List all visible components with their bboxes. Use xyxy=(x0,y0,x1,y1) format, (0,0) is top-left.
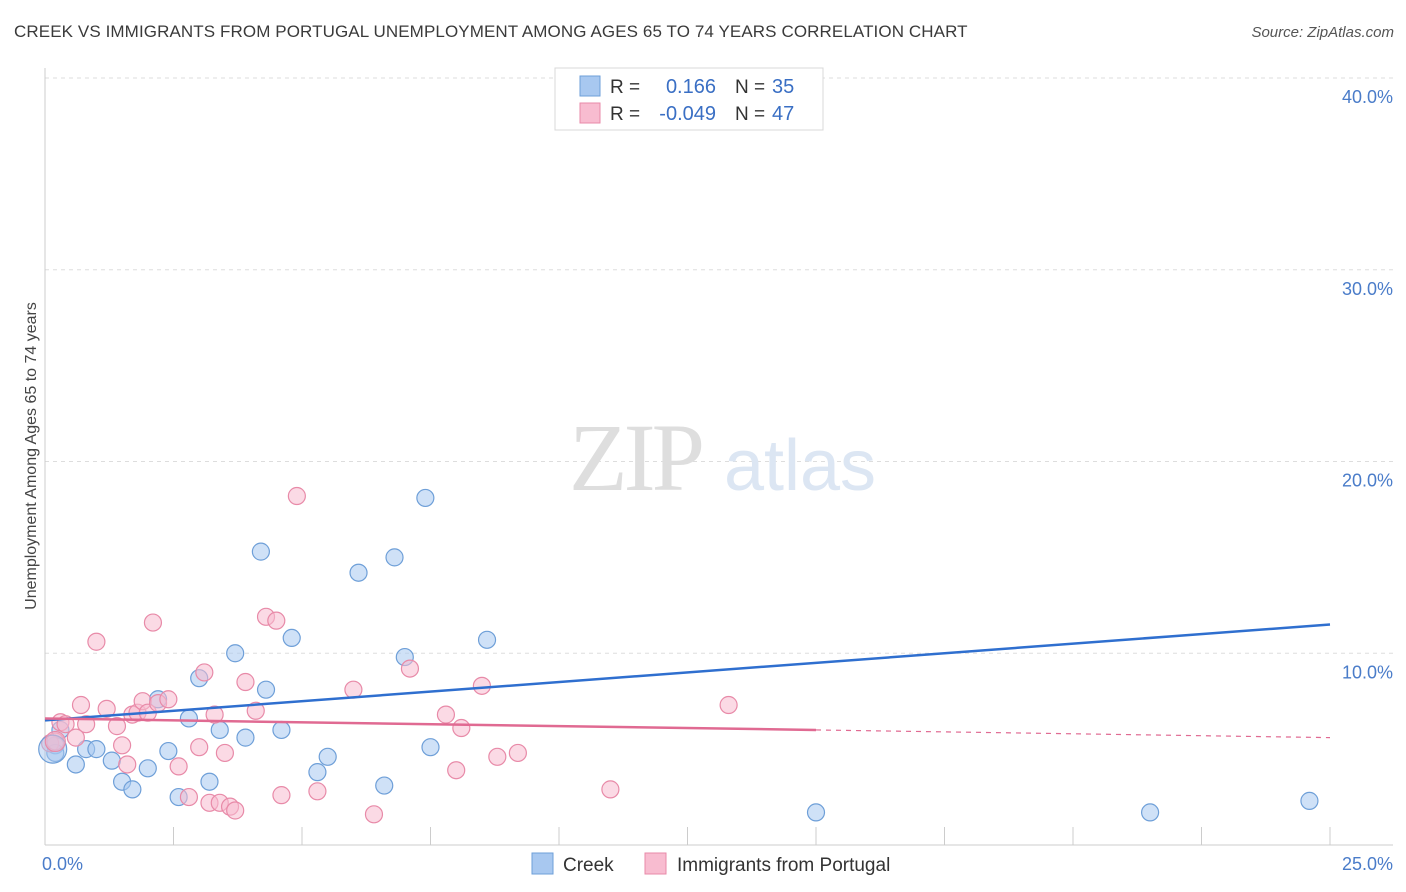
point-s0-23 xyxy=(308,763,327,782)
y-axis-label: Unemployment Among Ages 65 to 74 years xyxy=(23,302,40,610)
point-s1-44 xyxy=(508,743,527,763)
stats-n-label-creek: N = xyxy=(735,77,765,98)
point-s1-11 xyxy=(118,755,137,774)
stats-legend: R = 0.166 N = 35 R = -0.049 N = 47 xyxy=(554,67,824,131)
point-s0-33 xyxy=(1140,803,1160,822)
stats-r-label-creek: R = xyxy=(610,77,640,98)
point-s1-46 xyxy=(719,695,738,715)
point-s0-8 xyxy=(123,780,142,799)
stats-n-value-portugal: 47 xyxy=(772,103,794,125)
point-s0-6 xyxy=(102,751,121,770)
point-s0-13 xyxy=(179,709,199,728)
point-s1-38 xyxy=(400,659,420,678)
stats-r-value-portugal: -0.049 xyxy=(659,103,716,125)
legend-label-creek: Creek xyxy=(563,855,614,876)
axes xyxy=(44,68,1393,846)
y-tick-label-1: 20.0% xyxy=(1342,471,1393,491)
series-legend: Creek Immigrants from Portugal xyxy=(531,852,890,876)
y-tick-label-0: 10.0% xyxy=(1342,662,1393,682)
point-s1-22 xyxy=(195,663,214,682)
point-s1-41 xyxy=(452,718,471,738)
point-s0-18 xyxy=(236,728,255,747)
source-label: Source: ZipAtlas.com xyxy=(1251,24,1394,41)
point-s1-5 xyxy=(71,695,91,715)
x-tick-label-1: 25.0% xyxy=(1342,854,1393,874)
point-s1-8 xyxy=(97,699,116,718)
x-tick-labels: 0.0% 25.0% xyxy=(42,854,1393,874)
trend-lines xyxy=(44,623,1331,739)
point-s0-16 xyxy=(210,720,229,740)
data-points xyxy=(38,486,1319,824)
legend-swatch-creek xyxy=(531,852,554,875)
point-s1-7 xyxy=(87,632,106,651)
point-s1-45 xyxy=(601,780,620,799)
chart-title: CREEK VS IMMIGRANTS FROM PORTUGAL UNEMPL… xyxy=(14,22,968,41)
point-s0-24 xyxy=(318,747,337,766)
point-s0-34 xyxy=(1300,791,1319,810)
y-tick-labels: 10.0% 20.0% 30.0% 40.0% xyxy=(1342,87,1393,682)
trend-line-1 xyxy=(44,717,817,732)
point-s1-24 xyxy=(205,705,224,724)
stats-legend-swatch-portugal xyxy=(579,102,601,124)
point-s1-32 xyxy=(267,611,286,630)
point-s0-21 xyxy=(272,720,291,740)
point-s1-28 xyxy=(226,801,245,820)
point-s0-27 xyxy=(385,548,404,567)
point-s1-10 xyxy=(112,736,132,755)
point-s1-43 xyxy=(488,747,507,766)
point-s1-21 xyxy=(190,738,209,757)
legend-label-portugal: Immigrants from Portugal xyxy=(677,855,890,876)
point-s1-30 xyxy=(246,701,265,720)
point-s0-31 xyxy=(477,630,497,649)
point-s1-26 xyxy=(215,743,234,763)
y-tick-label-2: 30.0% xyxy=(1342,279,1393,299)
point-s1-9 xyxy=(107,717,127,736)
point-s0-32 xyxy=(806,803,826,822)
point-s0-3 xyxy=(66,755,85,774)
point-s1-19 xyxy=(169,757,188,776)
y-tick-label-3: 40.0% xyxy=(1342,87,1393,107)
trend-line-dashed-1 xyxy=(815,729,1331,739)
point-s1-20 xyxy=(179,787,199,807)
point-s1-35 xyxy=(308,782,327,801)
point-s1-40 xyxy=(447,761,466,780)
stats-r-label-portugal: R = xyxy=(610,104,640,125)
point-s0-29 xyxy=(416,488,435,508)
point-s0-22 xyxy=(282,628,301,648)
stats-n-label-portugal: N = xyxy=(735,104,765,125)
point-s0-30 xyxy=(421,738,440,757)
point-s0-26 xyxy=(375,776,394,795)
point-s1-29 xyxy=(236,672,255,692)
point-s1-16 xyxy=(143,613,163,632)
point-s1-36 xyxy=(344,680,363,699)
stats-legend-swatch-creek xyxy=(579,75,601,97)
point-s0-5 xyxy=(87,740,106,759)
point-s0-9 xyxy=(138,759,157,778)
point-s0-11 xyxy=(159,741,178,761)
point-s0-20 xyxy=(256,680,276,699)
watermark: ZIP atlas xyxy=(569,404,876,511)
watermark-zip: ZIP xyxy=(569,404,702,511)
stats-r-value-creek: 0.166 xyxy=(666,76,716,98)
point-s1-33 xyxy=(272,786,291,805)
point-s1-42 xyxy=(472,676,491,695)
point-cluster-portugal xyxy=(44,730,66,753)
stats-n-value-creek: 35 xyxy=(772,76,794,98)
point-s0-25 xyxy=(349,563,368,582)
point-s0-19 xyxy=(251,542,270,561)
point-s1-34 xyxy=(287,486,306,506)
watermark-atlas: atlas xyxy=(724,426,876,506)
point-s1-4 xyxy=(66,728,85,747)
point-s0-15 xyxy=(200,772,219,791)
grid-lines xyxy=(45,77,1393,654)
x-tick-label-0: 0.0% xyxy=(42,854,83,874)
point-s0-17 xyxy=(226,644,245,663)
legend-swatch-portugal xyxy=(644,852,667,875)
point-s1-39 xyxy=(436,705,456,724)
point-s1-18 xyxy=(159,690,178,709)
point-s1-37 xyxy=(364,805,384,824)
trend-line-0 xyxy=(44,623,1331,722)
